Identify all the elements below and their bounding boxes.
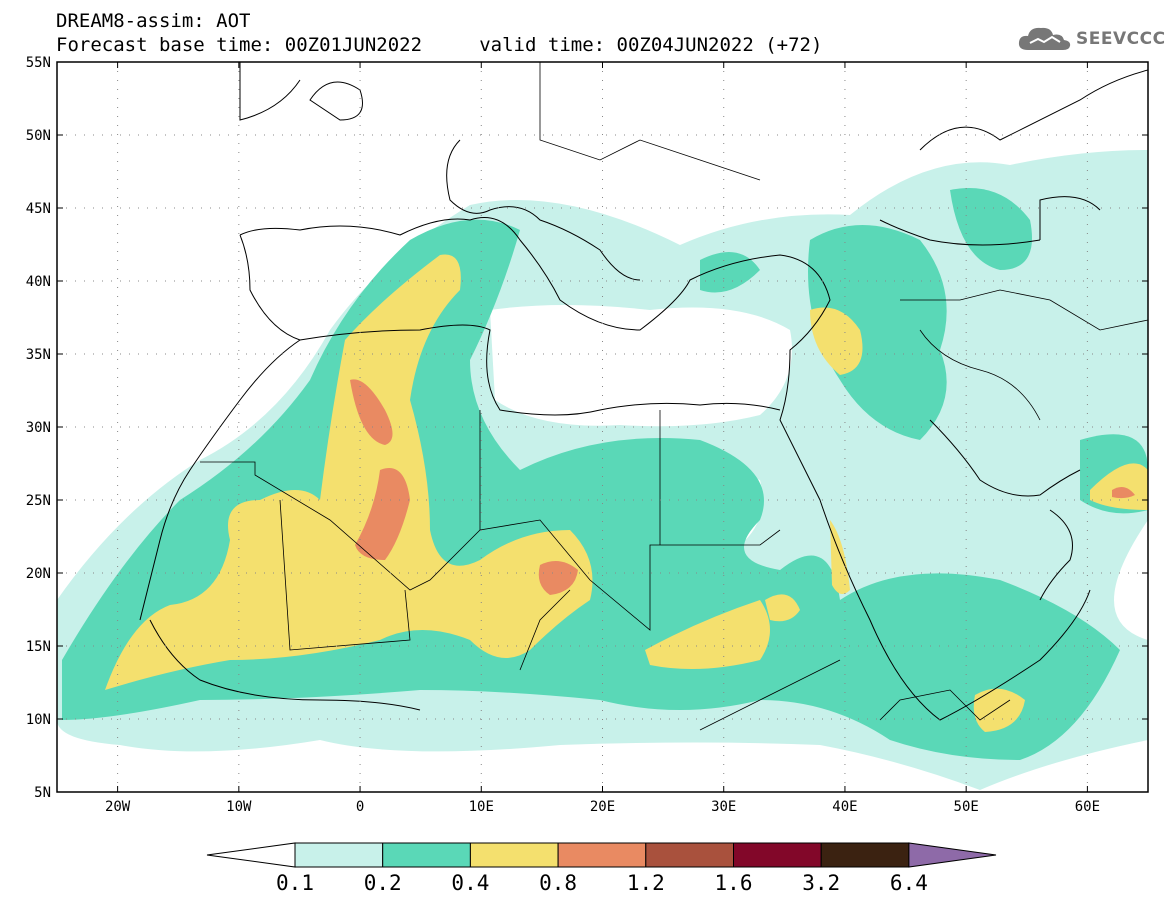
colorbar-arrow-high: [908, 842, 997, 868]
cloud-icon: [1018, 27, 1071, 50]
colorbar-label: 0.8: [539, 871, 577, 895]
lat-labels: 55N 50N 45N 40N 35N 30N 25N 20N 15N 10N 5N: [26, 55, 51, 801]
lat-label: 10N: [26, 712, 51, 728]
colorbar-bin: [469, 842, 559, 868]
colorbar-label: 6.4: [890, 871, 928, 895]
lon-label: 20W: [105, 799, 131, 815]
lon-label: 60E: [1075, 799, 1100, 815]
lon-label: 20E: [590, 799, 615, 815]
map-title: DREAM8-assim: AOT: [56, 10, 251, 32]
colorbar-label: 3.2: [802, 871, 840, 895]
lat-label: 30N: [26, 420, 51, 436]
colorbar-label: 0.1: [276, 871, 314, 895]
graticule: [57, 62, 1148, 792]
lon-label: 10W: [226, 799, 252, 815]
colorbar-label: 1.2: [627, 871, 665, 895]
colorbar-labels: 0.1 0.2 0.4 0.8 1.2 1.6 3.2 6.4: [276, 871, 928, 895]
lat-label: 15N: [26, 639, 51, 655]
colorbar-bin: [820, 842, 910, 868]
borders: [200, 62, 1148, 731]
lat-label: 45N: [26, 201, 51, 217]
lat-label: 50N: [26, 128, 51, 144]
lat-label: 20N: [26, 566, 51, 582]
colorbar-arrow-low: [206, 842, 296, 868]
aot-contour-0.4: [105, 254, 593, 690]
logo-text: SEEVCCC: [1076, 29, 1165, 49]
lat-label: 40N: [26, 274, 51, 290]
lon-label: 10E: [469, 799, 494, 815]
colorbar-label: 0.4: [451, 871, 489, 895]
lat-label: 25N: [26, 493, 51, 509]
aot-field: [57, 150, 1148, 790]
colorbar-bin: [382, 842, 471, 868]
lat-label: 55N: [26, 55, 51, 71]
colorbar-bin: [645, 842, 734, 868]
aot-contour-0.8: [350, 379, 393, 445]
colorbar-bin: [294, 842, 384, 868]
coastlines: [139, 62, 1148, 721]
forecast-times: Forecast base time: 00Z01JUN2022 valid t…: [56, 34, 823, 56]
lon-label: 0: [356, 799, 364, 815]
lon-label: 40E: [832, 799, 857, 815]
lon-label: 50E: [954, 799, 979, 815]
colorbar-label: 1.6: [715, 871, 753, 895]
lon-labels: 20W 10W 0 10E 20E 30E 40E 50E 60E: [105, 799, 1100, 815]
colorbar-bin: [733, 842, 822, 868]
seevccc-logo: SEEVCCC: [1018, 26, 1165, 52]
colorbar-bin: [557, 842, 647, 868]
colorbar: [206, 842, 997, 868]
colorbar-label: 0.2: [364, 871, 402, 895]
axis-ticks: [57, 61, 1148, 793]
lat-label: 35N: [26, 347, 51, 363]
lon-label: 30E: [711, 799, 736, 815]
lat-label: 5N: [34, 785, 51, 801]
